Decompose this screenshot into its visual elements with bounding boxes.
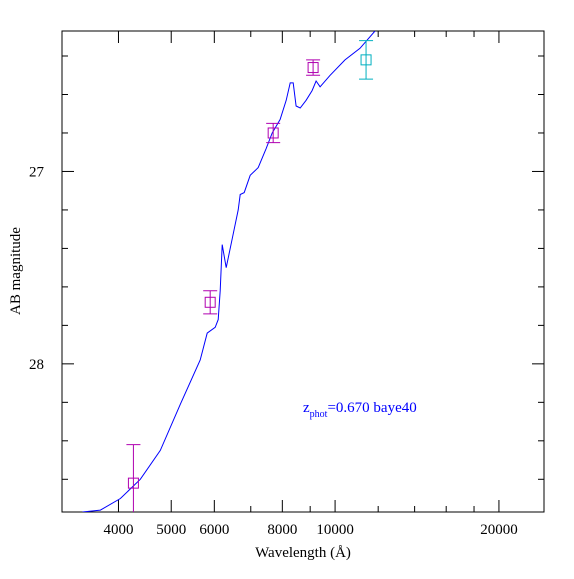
annotation: zphot=0.670 baye40 [303,400,417,420]
photometry-point [360,54,372,66]
photometry-point [267,127,279,139]
annotation-part: z [303,400,310,416]
x-tick-label: 20000 [480,522,518,538]
x-tick-label: 10000 [316,522,354,538]
x-tick-label: 5000 [156,522,186,538]
photometry-point [127,477,139,489]
y-tick-label: 27 [29,164,45,180]
annotation-part: =0.670 baye40 [327,400,416,416]
x-tick-label: 6000 [199,522,229,538]
error-bar [359,40,374,80]
photometry-point [204,296,216,308]
x-tick-label: 8000 [267,522,297,538]
photometry-point [307,62,319,74]
y-axis-label: AB magnitude [8,227,24,315]
model-spectrum [82,31,376,512]
x-axis-label: Wavelength (Å) [255,545,351,561]
plot-frame [61,30,545,513]
error-bar [126,444,141,512]
error-bar [203,290,218,315]
x-tick-label: 4000 [103,522,133,538]
error-bar [266,122,281,144]
plot-area [82,31,376,512]
annotation-part: phot [310,409,328,420]
y-tick-label: 28 [29,357,44,373]
